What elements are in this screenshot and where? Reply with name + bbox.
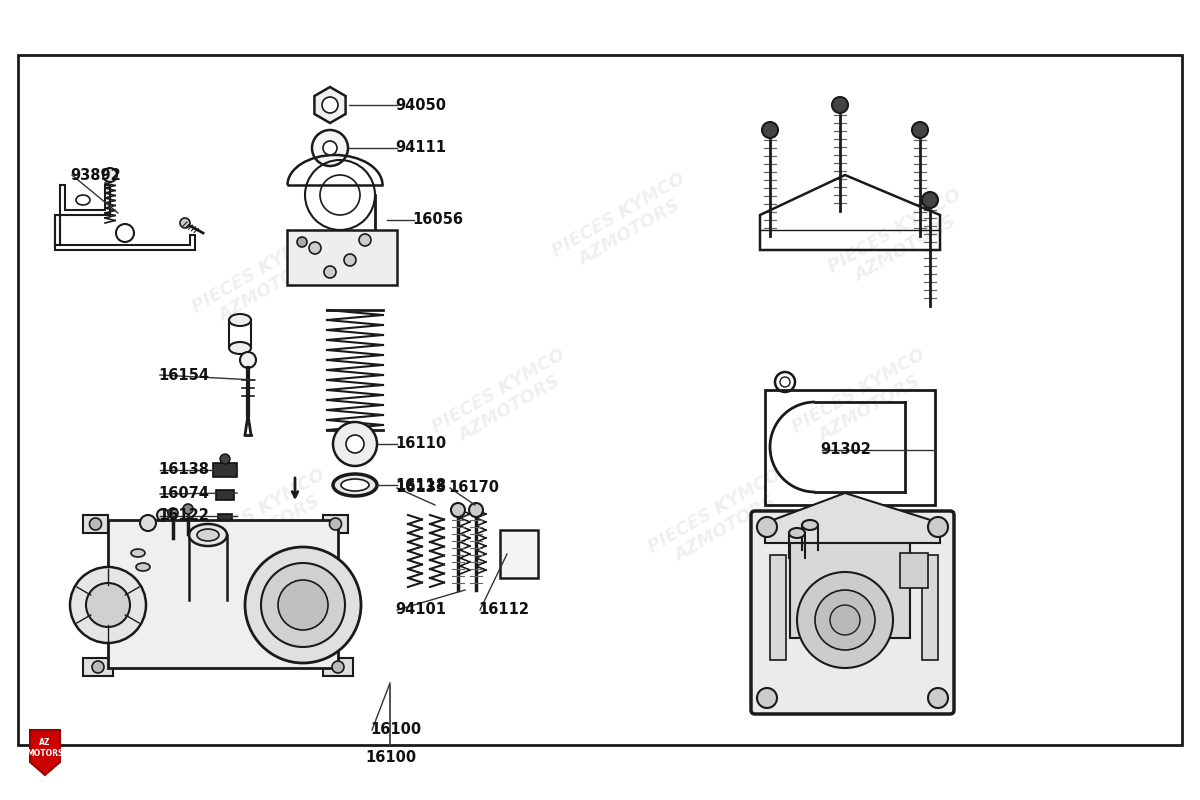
Text: PIECES KYMCO
AZMOTORS: PIECES KYMCO AZMOTORS: [826, 186, 974, 294]
Text: 16154: 16154: [158, 367, 209, 382]
Bar: [922, 555, 938, 660]
Circle shape: [830, 605, 860, 635]
Bar: [214, 463, 238, 477]
Circle shape: [310, 242, 322, 254]
Circle shape: [322, 97, 338, 113]
Circle shape: [815, 590, 875, 650]
Ellipse shape: [229, 314, 251, 326]
Circle shape: [762, 122, 778, 138]
Ellipse shape: [131, 549, 145, 557]
Text: 16100: 16100: [370, 722, 421, 738]
Bar: [323, 515, 348, 533]
Circle shape: [245, 547, 361, 663]
Bar: [323, 658, 353, 676]
Circle shape: [330, 518, 342, 530]
Circle shape: [324, 266, 336, 278]
Bar: [83, 658, 113, 676]
Bar: [216, 490, 234, 500]
Circle shape: [346, 435, 364, 453]
Text: PIECES KYMCO
AZMOTORS: PIECES KYMCO AZMOTORS: [646, 466, 794, 574]
Text: 16110: 16110: [395, 437, 446, 451]
Circle shape: [332, 661, 344, 673]
Circle shape: [757, 688, 778, 708]
Ellipse shape: [197, 529, 220, 541]
Circle shape: [168, 508, 178, 518]
Text: PIECES KYMCO
AZMOTORS: PIECES KYMCO AZMOTORS: [790, 346, 938, 454]
Circle shape: [180, 218, 190, 228]
Text: 16112: 16112: [478, 602, 529, 618]
Bar: [18, 55, 1182, 745]
Circle shape: [70, 567, 146, 643]
Circle shape: [312, 130, 348, 166]
Bar: [218, 514, 232, 522]
Text: PIECES KYMCO
AZMOTORS: PIECES KYMCO AZMOTORS: [190, 466, 338, 574]
Text: 16074: 16074: [158, 486, 209, 502]
FancyBboxPatch shape: [751, 511, 954, 714]
Polygon shape: [766, 493, 940, 543]
Circle shape: [90, 518, 102, 530]
Text: 16138: 16138: [158, 462, 209, 478]
Circle shape: [240, 352, 256, 368]
Circle shape: [86, 583, 130, 627]
Text: PIECES KYMCO
AZMOTORS: PIECES KYMCO AZMOTORS: [190, 226, 338, 334]
Circle shape: [334, 422, 377, 466]
Text: 91302: 91302: [820, 442, 871, 458]
Circle shape: [323, 141, 337, 155]
Text: 16056: 16056: [412, 213, 463, 227]
Ellipse shape: [341, 479, 370, 491]
Circle shape: [344, 254, 356, 266]
Ellipse shape: [802, 520, 818, 530]
Ellipse shape: [334, 474, 377, 496]
Bar: [790, 543, 910, 638]
Text: AZ
MOTORS: AZ MOTORS: [26, 738, 64, 758]
Bar: [108, 520, 338, 668]
Bar: [83, 515, 108, 533]
Circle shape: [298, 237, 307, 247]
Circle shape: [359, 234, 371, 246]
Polygon shape: [30, 730, 60, 775]
Text: 94050: 94050: [395, 98, 446, 113]
Ellipse shape: [229, 342, 251, 354]
Circle shape: [157, 509, 169, 521]
Text: 16118: 16118: [395, 478, 446, 493]
Circle shape: [92, 661, 104, 673]
Circle shape: [797, 572, 893, 668]
Circle shape: [451, 503, 466, 517]
Ellipse shape: [790, 528, 805, 538]
Polygon shape: [314, 87, 346, 123]
Bar: [900, 553, 928, 588]
Text: 16170: 16170: [448, 481, 499, 495]
Bar: [770, 555, 786, 660]
Text: PIECES KYMCO
AZMOTORS: PIECES KYMCO AZMOTORS: [430, 346, 578, 454]
Ellipse shape: [136, 563, 150, 571]
Text: 93892: 93892: [70, 167, 121, 182]
Circle shape: [262, 563, 346, 647]
Circle shape: [928, 517, 948, 537]
Ellipse shape: [190, 524, 227, 546]
Circle shape: [912, 122, 928, 138]
Circle shape: [922, 192, 938, 208]
Bar: [766, 390, 935, 505]
Circle shape: [832, 97, 848, 113]
Circle shape: [278, 580, 328, 630]
Circle shape: [140, 515, 156, 531]
Bar: [287, 230, 397, 285]
Circle shape: [757, 517, 778, 537]
Circle shape: [220, 454, 230, 464]
Text: 16100: 16100: [365, 750, 416, 766]
Text: 16122: 16122: [158, 509, 209, 523]
Text: 94111: 94111: [395, 141, 446, 155]
Text: 94101: 94101: [395, 602, 446, 618]
Bar: [500, 530, 538, 578]
Text: 16133: 16133: [395, 481, 446, 495]
Circle shape: [928, 688, 948, 708]
Circle shape: [103, 168, 118, 182]
Text: PIECES KYMCO
AZMOTORS: PIECES KYMCO AZMOTORS: [550, 170, 698, 278]
Circle shape: [469, 503, 482, 517]
Circle shape: [182, 504, 193, 514]
